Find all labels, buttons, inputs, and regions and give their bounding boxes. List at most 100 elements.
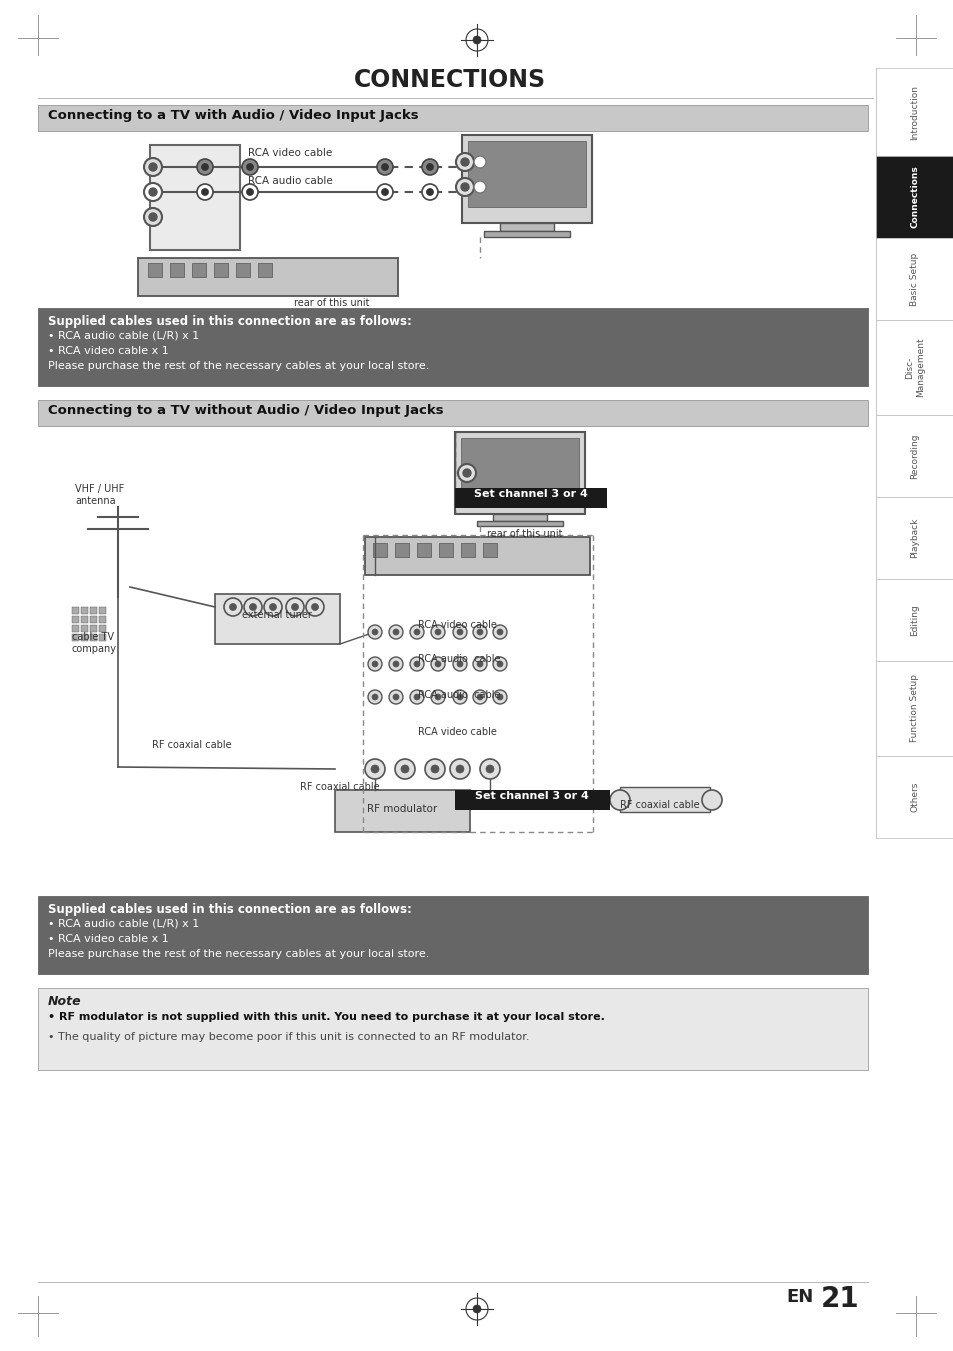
- Circle shape: [395, 759, 415, 780]
- Bar: [460, 543, 475, 557]
- Circle shape: [250, 604, 256, 611]
- Circle shape: [381, 163, 388, 170]
- Circle shape: [230, 604, 236, 611]
- Circle shape: [453, 626, 467, 639]
- Circle shape: [246, 163, 253, 170]
- Circle shape: [476, 661, 482, 667]
- Circle shape: [493, 657, 506, 671]
- Text: • RF modulator is not supplied with this unit. You need to purchase it at your l: • RF modulator is not supplied with this…: [48, 1012, 604, 1021]
- Bar: [99, 634, 106, 640]
- Bar: [455, 432, 584, 513]
- Text: RCA audio  cable: RCA audio cable: [417, 654, 500, 663]
- Text: Supplied cables used in this connection are as follows:: Supplied cables used in this connection …: [48, 315, 412, 328]
- Bar: [38, 988, 867, 1070]
- Circle shape: [312, 604, 318, 611]
- Circle shape: [474, 155, 485, 168]
- Circle shape: [410, 626, 423, 639]
- Text: Connecting to a TV without Audio / Video Input Jacks: Connecting to a TV without Audio / Video…: [48, 404, 443, 417]
- Circle shape: [935, 671, 943, 680]
- Circle shape: [389, 657, 402, 671]
- Circle shape: [149, 213, 157, 222]
- Circle shape: [400, 765, 409, 773]
- Text: RCA video cable: RCA video cable: [417, 727, 497, 738]
- Circle shape: [456, 630, 462, 635]
- Circle shape: [435, 661, 440, 667]
- Text: Others: Others: [909, 782, 919, 812]
- Text: cable TV
company: cable TV company: [71, 632, 117, 654]
- Circle shape: [376, 159, 393, 176]
- Bar: [455, 488, 606, 508]
- Circle shape: [372, 694, 377, 700]
- Text: RF coaxial cable: RF coaxial cable: [619, 800, 700, 811]
- Circle shape: [474, 181, 485, 193]
- Text: • RCA audio cable (L/R) x 1: • RCA audio cable (L/R) x 1: [48, 331, 199, 340]
- Circle shape: [460, 182, 469, 190]
- Bar: [875, 155, 953, 238]
- Circle shape: [292, 604, 298, 611]
- Circle shape: [426, 189, 433, 196]
- Bar: [373, 543, 387, 557]
- Circle shape: [476, 694, 482, 700]
- Text: • RCA video cable x 1: • RCA video cable x 1: [48, 934, 169, 944]
- Circle shape: [244, 598, 262, 616]
- Bar: [38, 308, 867, 386]
- Text: RCA video cable: RCA video cable: [417, 620, 497, 630]
- Circle shape: [435, 630, 440, 635]
- Circle shape: [414, 630, 419, 635]
- Text: RCA audio  cable: RCA audio cable: [417, 690, 500, 700]
- Circle shape: [453, 657, 467, 671]
- Circle shape: [414, 694, 419, 700]
- Text: 21: 21: [821, 1285, 859, 1313]
- Circle shape: [426, 163, 433, 170]
- Bar: [468, 141, 585, 207]
- Circle shape: [201, 189, 209, 196]
- Bar: [90, 607, 97, 613]
- Bar: [875, 415, 953, 497]
- Circle shape: [368, 690, 381, 704]
- Bar: [81, 634, 88, 640]
- Bar: [235, 263, 250, 277]
- Circle shape: [410, 657, 423, 671]
- Circle shape: [376, 184, 393, 200]
- Circle shape: [421, 184, 437, 200]
- Text: CONNECTIONS: CONNECTIONS: [354, 68, 545, 92]
- Circle shape: [473, 657, 486, 671]
- Bar: [81, 626, 88, 632]
- Bar: [365, 536, 589, 576]
- Circle shape: [456, 178, 474, 196]
- Text: rear of this unit: rear of this unit: [294, 299, 370, 308]
- Bar: [875, 238, 953, 320]
- Text: Function Setup: Function Setup: [909, 674, 919, 743]
- Text: external tuner: external tuner: [242, 611, 312, 620]
- Text: Please purchase the rest of the necessary cables at your local store.: Please purchase the rest of the necessar…: [48, 361, 429, 372]
- Circle shape: [456, 153, 474, 172]
- Bar: [875, 68, 953, 155]
- Bar: [150, 145, 240, 250]
- Bar: [71, 607, 79, 613]
- Bar: [90, 616, 97, 623]
- Circle shape: [493, 690, 506, 704]
- Bar: [90, 634, 97, 640]
- Circle shape: [381, 189, 388, 196]
- Bar: [138, 258, 397, 296]
- Circle shape: [473, 1305, 480, 1313]
- Text: • The quality of picture may become poor if this unit is connected to an RF modu: • The quality of picture may become poor…: [48, 1032, 529, 1042]
- Text: Editing: Editing: [909, 604, 919, 636]
- Circle shape: [149, 163, 157, 172]
- Bar: [214, 594, 339, 644]
- Circle shape: [242, 184, 257, 200]
- Circle shape: [473, 690, 486, 704]
- Circle shape: [372, 630, 377, 635]
- Circle shape: [497, 661, 502, 667]
- Circle shape: [456, 765, 463, 773]
- Circle shape: [435, 694, 440, 700]
- Circle shape: [450, 759, 470, 780]
- Text: Supplied cables used in this connection are as follows:: Supplied cables used in this connection …: [48, 902, 412, 916]
- Text: RCA audio cable: RCA audio cable: [248, 176, 332, 186]
- Bar: [493, 513, 546, 521]
- Circle shape: [306, 598, 324, 616]
- Bar: [438, 543, 453, 557]
- Circle shape: [371, 765, 378, 773]
- Circle shape: [431, 690, 444, 704]
- Circle shape: [144, 182, 162, 201]
